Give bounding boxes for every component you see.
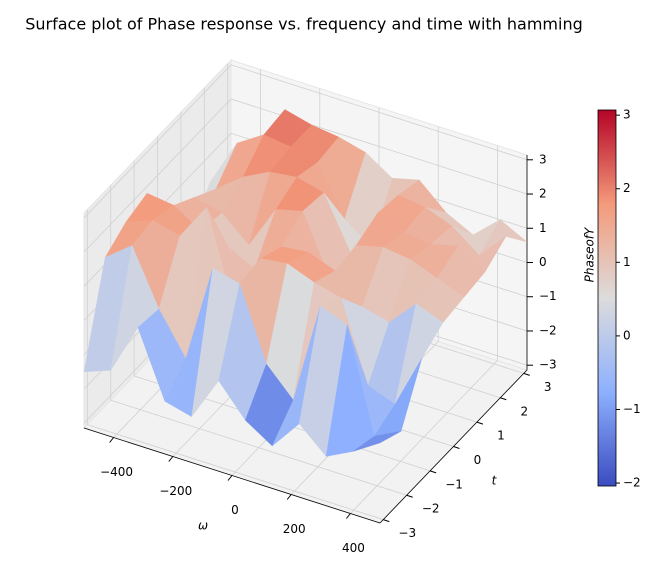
tick-mark [346, 513, 351, 519]
x-tick-label: 200 [283, 522, 306, 536]
tick-mark [286, 494, 292, 500]
axis-line [83, 427, 381, 524]
colorbar-tick-label: −1 [623, 402, 641, 416]
tick-mark [227, 475, 233, 481]
z-tick-label: 2 [539, 187, 547, 201]
x-tick-label: −200 [159, 484, 192, 498]
grid-line [350, 145, 498, 514]
tick-mark [109, 437, 114, 443]
y-tick-label: 0 [474, 453, 482, 467]
colorbar-tick-label: 3 [623, 108, 631, 122]
tick-mark [523, 372, 530, 376]
grid-line [83, 64, 528, 219]
z-tick-label: 1 [539, 221, 547, 235]
grid-line [86, 209, 384, 520]
tick-mark [168, 456, 174, 462]
x-axis-label: ω [198, 519, 208, 533]
y-axis-label: t [492, 474, 498, 488]
grid-line [83, 98, 528, 253]
z-tick-label: 0 [539, 255, 547, 269]
y-tick-label: 2 [520, 404, 528, 418]
axis-line [379, 369, 528, 524]
colorbar-tick-label: 2 [623, 181, 631, 195]
colorbar-tick-label: 1 [623, 255, 631, 269]
z-tick-label: −3 [539, 358, 557, 372]
z-axis-label: PhaseofY [583, 226, 597, 282]
x-tick-label: 400 [342, 541, 365, 555]
y-tick-label: −3 [398, 526, 416, 540]
y-tick-label: 3 [544, 380, 552, 394]
z-tick-label: −1 [539, 289, 557, 303]
z-tick-label: −2 [539, 323, 557, 337]
colorbar [597, 109, 617, 487]
tick-mark [429, 470, 437, 474]
y-tick-label: 1 [497, 429, 505, 443]
z-tick-label: 3 [539, 152, 547, 166]
tick-mark [406, 494, 413, 498]
x-tick-label: −400 [100, 465, 133, 479]
y-tick-label: −2 [422, 502, 440, 516]
surface-patch [352, 431, 402, 452]
colorbar-tick-label: −2 [623, 476, 641, 490]
tick-mark [453, 446, 460, 449]
x-tick-label: 0 [231, 503, 239, 517]
colorbar-tick-label: 0 [623, 328, 631, 342]
tick-mark [500, 397, 507, 401]
tick-mark [476, 421, 484, 425]
y-tick-label: −1 [445, 477, 463, 491]
chart-title: Surface plot of Phase response vs. frequ… [25, 15, 583, 34]
tick-mark [383, 519, 390, 523]
